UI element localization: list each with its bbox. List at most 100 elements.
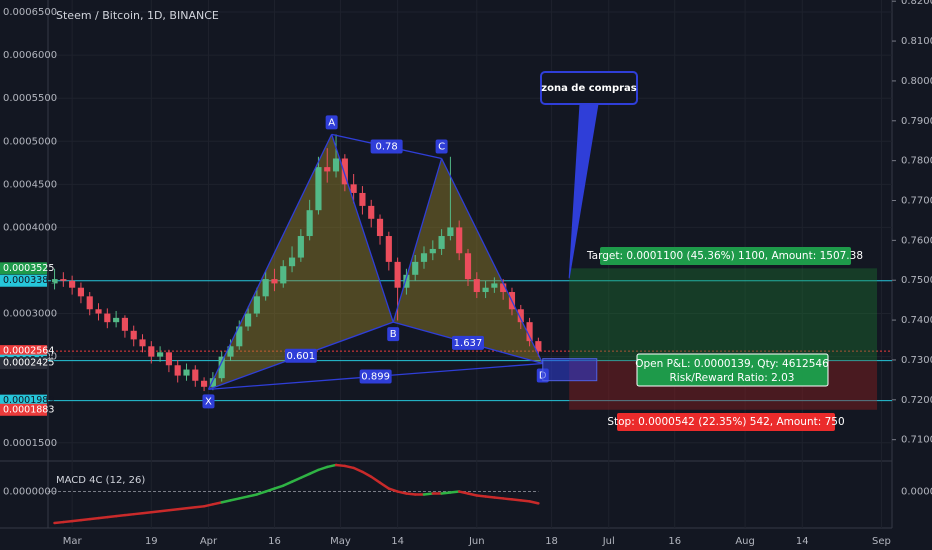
candle-body <box>403 274 410 288</box>
macd-segment <box>501 497 514 501</box>
pattern-point-label: A <box>328 117 335 128</box>
candle-body <box>526 322 533 342</box>
pattern-point-label-bg <box>387 327 400 342</box>
candle-body <box>368 205 375 219</box>
macd-segment <box>220 499 232 504</box>
macd-segment <box>158 508 171 513</box>
pattern-ratio-bg <box>284 348 317 363</box>
candle-body <box>429 248 436 254</box>
price-label: 0.0003525 <box>3 263 54 274</box>
macd-segment <box>246 493 259 498</box>
candle-body <box>394 261 401 288</box>
candle-body <box>271 279 278 284</box>
candle-body <box>500 283 507 293</box>
candle-body <box>104 313 111 323</box>
candle-body <box>359 192 366 206</box>
y-tick-label: 0.0004000 <box>3 222 57 233</box>
candle-body <box>473 279 480 293</box>
x-tick-label: Sep <box>872 536 891 547</box>
candle-body <box>218 356 225 379</box>
x-tick-label: 19 <box>145 536 158 547</box>
pattern-point-label-bg <box>435 139 448 154</box>
macd-segment <box>176 507 188 511</box>
macd-segment <box>308 468 320 476</box>
target-label-bg <box>600 247 851 265</box>
macd-segment <box>88 516 100 521</box>
stop-label: Stop: 0.0000542 (22.35%) 542, Amount: 75… <box>607 416 844 428</box>
macd-segment <box>194 505 206 509</box>
macd-segment <box>273 484 285 490</box>
target-zone <box>569 268 878 361</box>
price-label: 0.0001883 <box>3 404 54 415</box>
macd-segment <box>493 496 505 500</box>
price-label-bg <box>0 262 47 275</box>
x-tick-label: Mar <box>63 536 83 547</box>
pattern-line <box>207 134 333 390</box>
pattern-ratio: 1.637 <box>454 338 483 349</box>
macd-segment <box>484 495 496 499</box>
macd-segment <box>255 490 267 496</box>
candle-body <box>253 296 260 314</box>
candle-body <box>438 236 445 249</box>
candle-body <box>165 352 172 366</box>
candle-body <box>86 296 93 310</box>
candle-body <box>341 158 348 185</box>
price-label: 0.0002564 <box>3 346 54 357</box>
macd-segment <box>510 498 523 502</box>
candle-body <box>412 261 419 275</box>
price-label-bg <box>0 357 47 370</box>
y2-tick-label: 0.8200 <box>901 0 932 7</box>
macd-title: MACD 4C (12, 26) <box>56 475 145 486</box>
candle-body <box>60 279 67 281</box>
macd-segment <box>317 465 329 472</box>
pattern-line <box>441 158 544 364</box>
macd-segment <box>440 491 452 495</box>
pattern-ratio: 0.899 <box>361 371 390 382</box>
rr-label: Risk/Reward Ratio: 2.03 <box>670 372 795 384</box>
candle-body <box>236 326 243 347</box>
macd-segment <box>70 518 83 523</box>
y-tick-label: 0.0005500 <box>3 93 57 104</box>
target-label: Target: 0.0001100 (45.36%) 1100, Amount:… <box>586 250 863 262</box>
candle-body <box>121 317 128 331</box>
macd-segment <box>229 497 241 502</box>
candle-body <box>535 341 542 352</box>
candle-body <box>288 257 296 267</box>
candle-body <box>95 309 102 314</box>
candle-body <box>77 287 85 297</box>
pattern-point-label-bg <box>202 394 215 409</box>
candle-body <box>332 158 340 172</box>
candle-body <box>491 283 498 288</box>
candle-body <box>262 279 269 297</box>
candle-body <box>113 317 120 323</box>
macd-segment <box>519 499 531 503</box>
candle-body <box>482 287 489 293</box>
macd-segment <box>106 514 118 519</box>
pnl-label-bg <box>636 353 829 387</box>
buy-zone <box>542 358 598 382</box>
pattern-point-label: X <box>205 396 212 407</box>
macd-segment <box>79 517 91 522</box>
macd-segment <box>396 490 408 495</box>
macd-segment <box>123 512 135 517</box>
macd-segment <box>475 494 487 498</box>
candle-body <box>183 369 190 376</box>
candle-body <box>174 365 181 376</box>
candle-body <box>51 279 58 284</box>
macd-segment <box>97 515 109 520</box>
pattern-line <box>392 158 443 323</box>
candle-body <box>157 352 164 357</box>
candle-body <box>306 210 313 237</box>
candle-body <box>69 280 76 288</box>
macd-segment <box>361 470 373 479</box>
macd-segment <box>53 520 65 525</box>
macd-segment <box>264 487 276 493</box>
pattern-ratio-bg <box>359 369 392 384</box>
candle-body <box>385 236 392 262</box>
macd-segment <box>202 503 215 508</box>
y-tick-label: 0.0003000 <box>3 309 57 320</box>
